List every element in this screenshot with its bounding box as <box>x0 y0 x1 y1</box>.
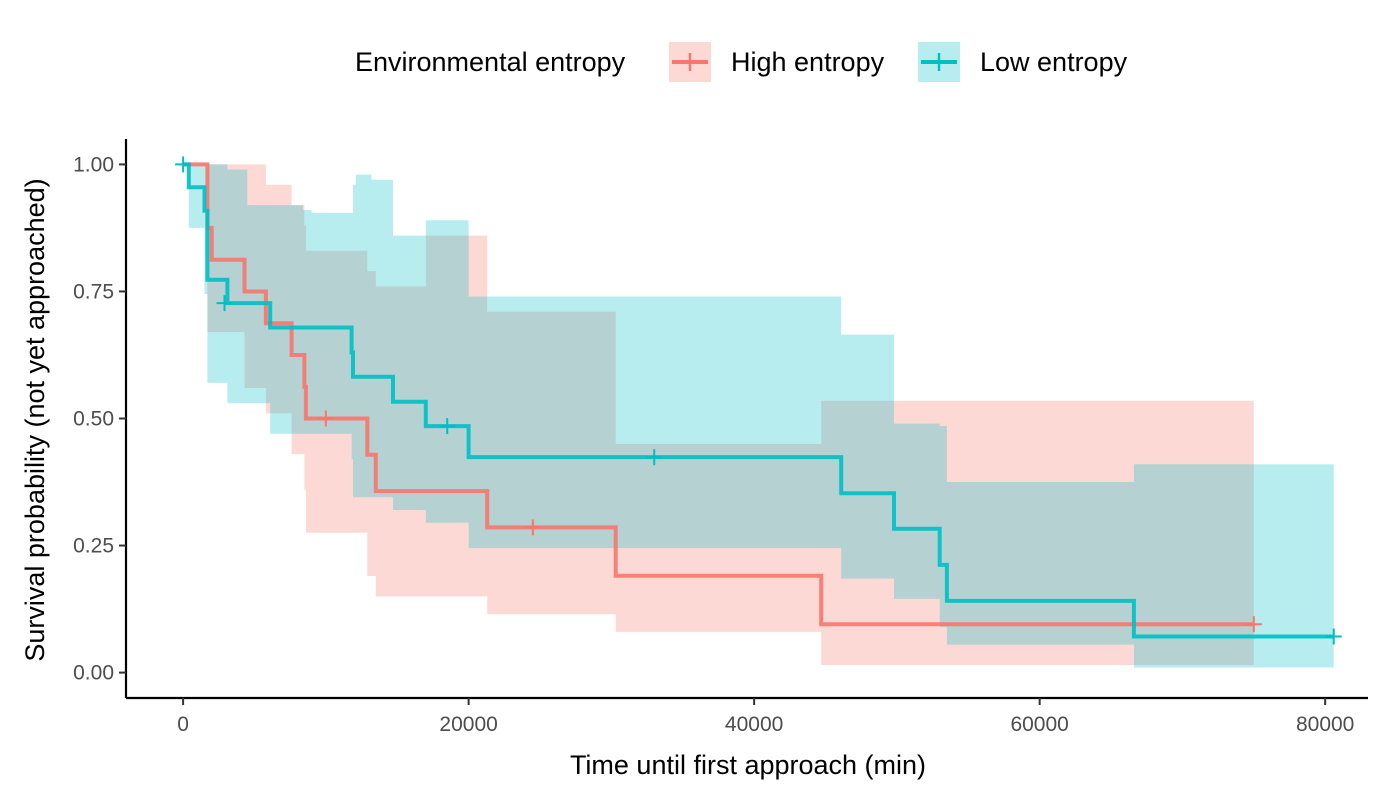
y-tick-label: 0.75 <box>73 280 114 303</box>
y-tick-label: 1.00 <box>73 153 114 176</box>
y-axis-title: Survival probability (not yet approached… <box>20 178 50 661</box>
x-tick-label: 20000 <box>439 713 497 736</box>
low-entropy-confidence-band <box>183 164 1334 668</box>
y-tick-label: 0.50 <box>73 408 114 431</box>
x-tick-label: 40000 <box>725 713 783 736</box>
axes: 0 20000 40000 60000 80000 0.00 0.25 0.50 0.75 1.… <box>73 139 1368 736</box>
high-entropy-censor-mark <box>317 410 334 427</box>
censor-marks <box>175 156 1342 645</box>
y-axis-ticks: 0.00 0.25 0.50 0.75 1.00 <box>73 153 126 685</box>
low-entropy-censor-mark <box>646 449 663 466</box>
low-entropy-censor-mark <box>175 156 192 173</box>
high-entropy-survival-curve <box>183 162 1254 627</box>
x-axis-title: Time until first approach (min) <box>570 750 926 780</box>
legend-label-low-entropy: Low entropy <box>980 47 1128 77</box>
x-tick-label: 60000 <box>1010 713 1068 736</box>
y-tick-label: 0.25 <box>73 535 114 558</box>
legend-item-high-entropy: High entropy <box>669 42 885 82</box>
low-entropy-censor-mark <box>1325 628 1342 645</box>
low-entropy-censor-mark <box>439 418 456 435</box>
x-tick-label: 0 <box>177 713 189 736</box>
low-entropy-censor-mark <box>216 295 233 312</box>
high-entropy-censor-mark <box>524 519 541 536</box>
confidence-bands <box>183 164 1334 668</box>
x-tick-label: 80000 <box>1296 713 1354 736</box>
low-entropy-survival-curve <box>183 162 1334 639</box>
high-entropy-confidence-band <box>183 164 1254 665</box>
survival-curves <box>183 162 1334 639</box>
legend-label-high-entropy: High entropy <box>731 47 885 77</box>
legend-title: Environmental entropy <box>355 47 626 77</box>
plot-area <box>175 156 1342 668</box>
legend: Environmental entropy High entropy Low en… <box>355 42 1128 82</box>
high-entropy-censor-mark <box>1245 616 1262 633</box>
legend-item-low-entropy: Low entropy <box>918 42 1128 82</box>
x-axis-ticks: 0 20000 40000 60000 80000 <box>177 698 1354 736</box>
y-tick-label: 0.00 <box>73 662 114 685</box>
